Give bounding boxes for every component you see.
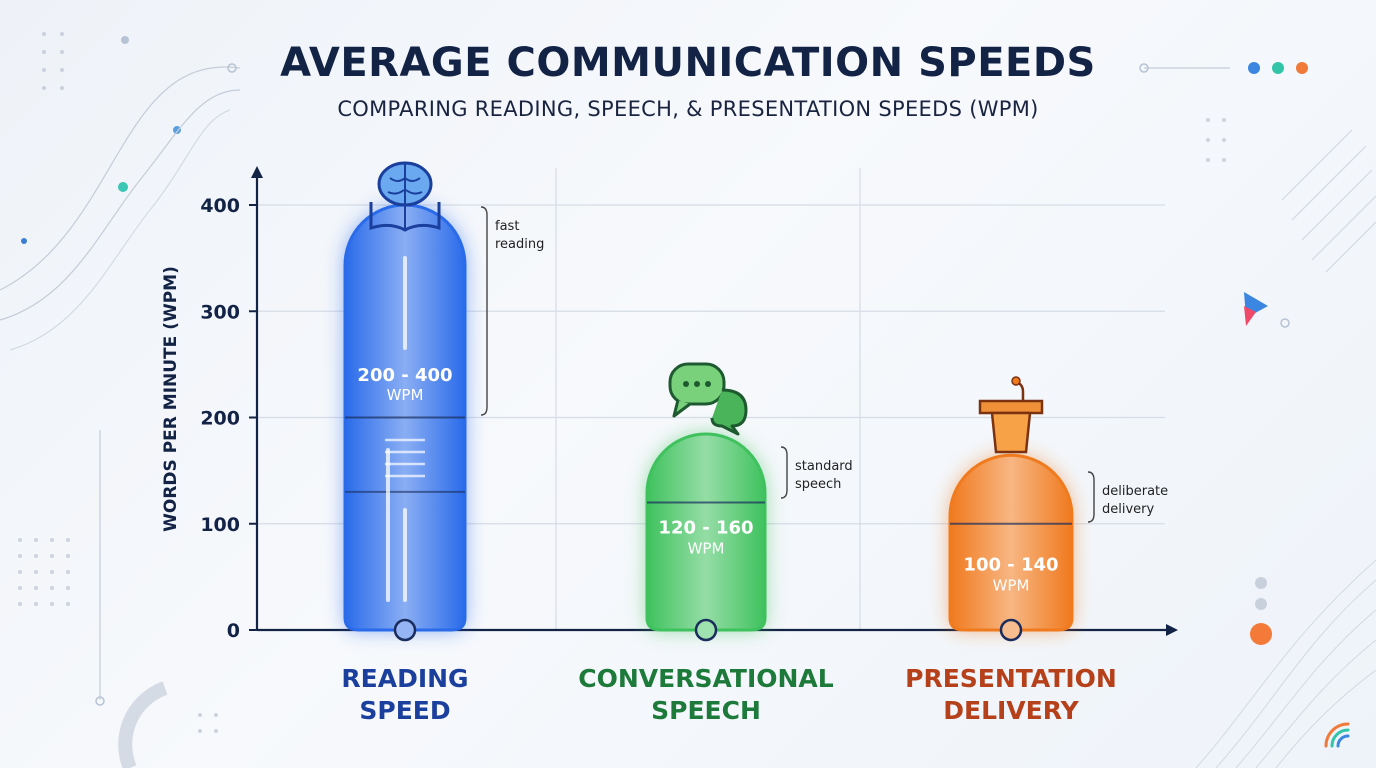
y-tick-label: 300 [200,301,240,323]
y-tick-label: 400 [200,195,240,217]
decor-right [1139,62,1376,768]
unit-label: WPM [993,577,1030,595]
y-tick-label: 200 [200,408,240,430]
category-label: CONVERSATIONAL [578,664,833,693]
annotation-text: deliberate [1102,484,1168,499]
y-tick-label: 0 [227,620,240,642]
unit-label: WPM [387,386,424,404]
category-label: SPEED [359,696,450,725]
value-label: 100 - 140 [963,555,1058,576]
annotation-text: fast [495,219,519,234]
x-axis-arrow [1166,624,1178,636]
category-label: SPEECH [651,696,761,725]
chat-bubbles-icon [668,362,748,436]
annotation-bracket [480,206,488,416]
podium-icon [978,376,1044,454]
annotation-text: speech [795,477,841,492]
chart-title: AVERAGE COMMUNICATION SPEEDS [280,40,1096,86]
brain-book-icon [369,161,441,232]
bar-base-node [393,618,417,642]
y-axis-label: WORDS PER MINUTE (WPM) [161,266,181,532]
annotation-text: delivery [1102,502,1155,517]
y-tick-label: 100 [200,514,240,536]
chart-subtitle: COMPARING READING, SPEECH, & PRESENTATIO… [337,97,1039,121]
value-label: 200 - 400 [357,365,452,386]
value-label: 120 - 160 [658,517,753,538]
category-label: READING [341,664,468,693]
bar-base-node [694,618,718,642]
unit-label: WPM [688,539,725,557]
category-label: PRESENTATION [905,664,1117,693]
annotation-bracket [780,446,788,499]
category-label: DELIVERY [943,696,1079,725]
y-axis-arrow [251,166,263,178]
bar-base-node [999,618,1023,642]
annotation-bracket [1087,471,1095,523]
bar [948,453,1074,632]
annotation-text: standard [795,459,853,474]
bar [645,432,767,632]
decor-left [0,32,240,768]
annotation-text: reading [495,237,544,252]
